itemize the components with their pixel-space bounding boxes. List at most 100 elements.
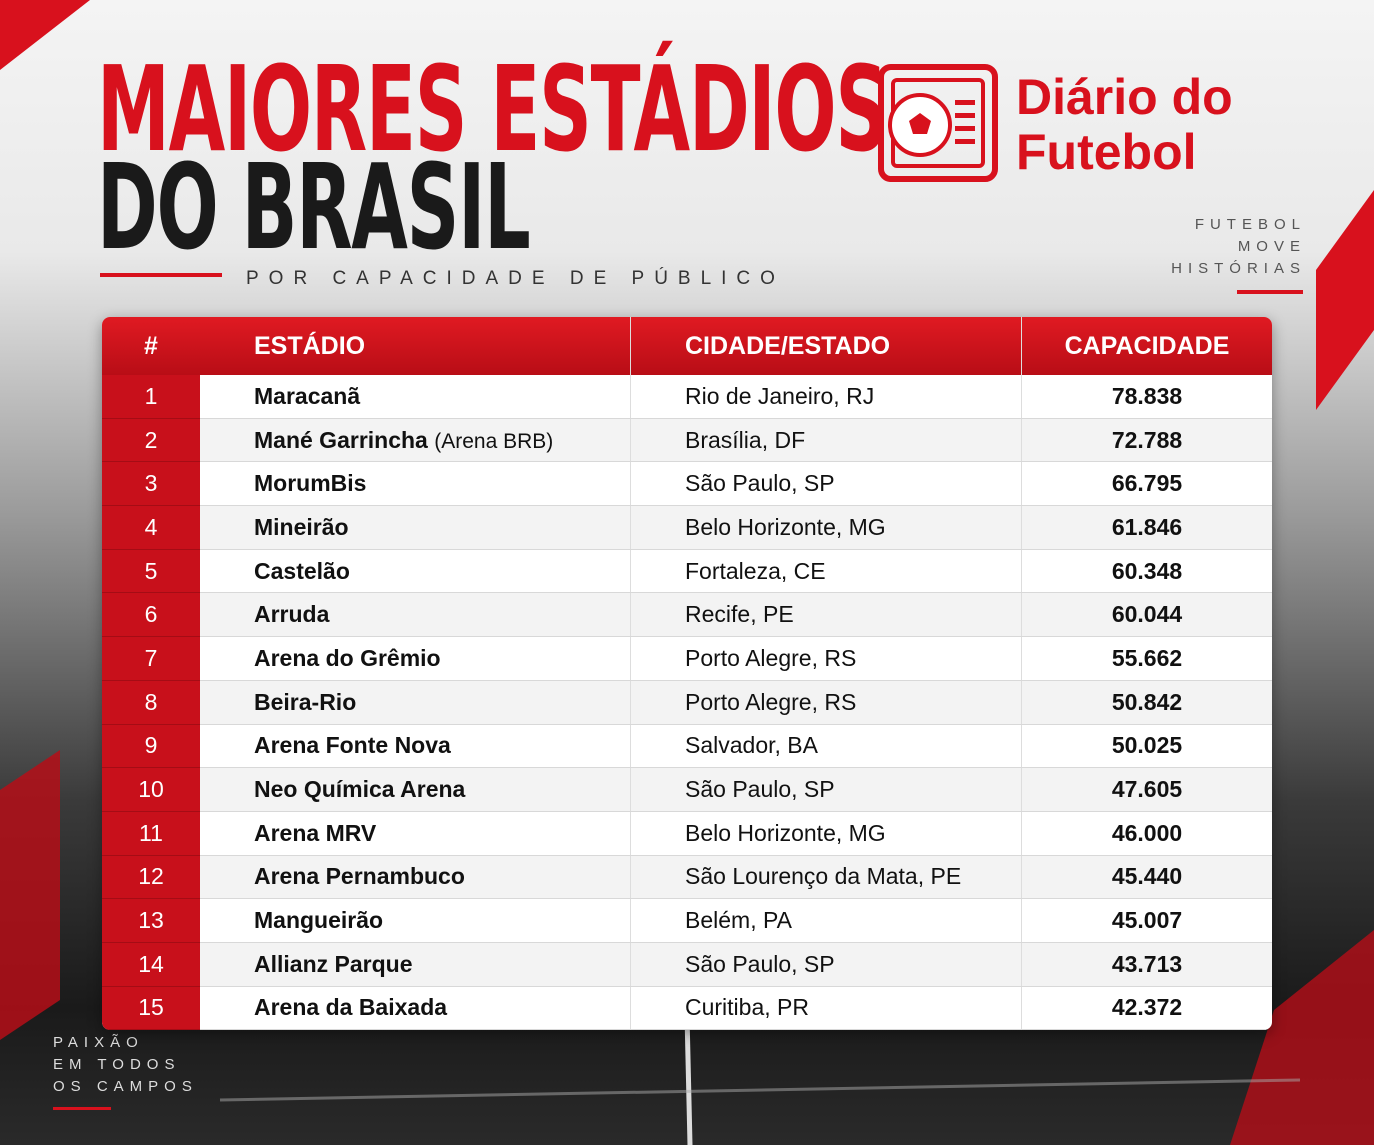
tagline-line: OS CAMPOS (53, 1078, 198, 1095)
stadium-name: Castelão (254, 557, 350, 584)
stadium-cell: Neo Química Arena (200, 767, 631, 812)
subtitle: POR CAPACIDADE DE PÚBLICO (246, 268, 785, 289)
table-row: 14 Allianz Parque São Paulo, SP 43.713 (102, 942, 1272, 987)
pitch-line (684, 1014, 693, 1145)
pitch-line (219, 1078, 1301, 1102)
tagline-line: PAIXÃO (53, 1034, 144, 1051)
stadium-name: Arruda (254, 601, 330, 628)
tagline-line: MOVE (1237, 238, 1306, 255)
stadium-name: MorumBis (254, 470, 367, 497)
table-row: 7 Arena do Grêmio Porto Alegre, RS 55.662 (102, 636, 1272, 681)
tagline: FUTEBOL MOVE HISTÓRIAS (1171, 214, 1306, 280)
city-cell: São Paulo, SP (630, 942, 1022, 987)
logo-text: Diário do Futebol (1016, 70, 1233, 180)
stadium-cell: Mangueirão (200, 898, 631, 943)
stadium-cell: Allianz Parque (200, 942, 631, 987)
stadium-name: Beira-Rio (254, 688, 357, 715)
column-header: CIDADE/ESTADO (630, 317, 1022, 375)
stadium-note: (Arena BRB) (434, 429, 554, 453)
tagline: PAIXÃO EM TODOS OS CAMPOS (53, 1032, 198, 1098)
stadium-name: Arena MRV (254, 819, 377, 846)
city-cell: Salvador, BA (630, 724, 1022, 769)
tagline-line: HISTÓRIAS (1171, 260, 1306, 277)
capacity-cell: 46.000 (1021, 811, 1272, 856)
table-row: 15 Arena da Baixada Curitiba, PR 42.372 (102, 986, 1272, 1031)
capacity-cell: 42.372 (1021, 986, 1272, 1031)
side-accent (1316, 190, 1374, 410)
stadium-cell: Beira-Rio (200, 680, 631, 725)
table-row: 2 Mané Garrincha (Arena BRB) Brasília, DF 7… (102, 418, 1272, 463)
city-cell: Belo Horizonte, MG (630, 505, 1022, 550)
table-row: 13 Mangueirão Belém, PA 45.007 (102, 898, 1272, 943)
city-cell: Curitiba, PR (630, 986, 1022, 1031)
logo-line: Diário do (1016, 69, 1233, 125)
table-row: 3 MorumBis São Paulo, SP 66.795 (102, 461, 1272, 507)
table-row: 5 Castelão Fortaleza, CE 60.348 (102, 549, 1272, 594)
tag-rule (53, 1107, 111, 1110)
table-row: 10 Neo Química Arena São Paulo, SP 47.605 (102, 767, 1272, 812)
capacity-cell: 60.044 (1021, 592, 1272, 638)
tagline-line: EM TODOS (53, 1056, 181, 1073)
capacity-cell: 66.795 (1021, 461, 1272, 507)
city-cell: Belo Horizonte, MG (630, 811, 1022, 856)
tagline-line: FUTEBOL (1194, 216, 1306, 233)
stadium-name: Neo Química Arena (254, 776, 466, 803)
city-cell: Porto Alegre, RS (630, 680, 1022, 725)
corner-accent (0, 0, 90, 70)
header-row: # ESTÁDIO CIDADE/ESTADO CAPACIDADE (102, 317, 1272, 375)
side-accent (1230, 930, 1374, 1145)
table-row: 8 Beira-Rio Porto Alegre, RS 50.842 (102, 680, 1272, 725)
side-accent (0, 750, 60, 1040)
stadium-name: Mangueirão (254, 907, 384, 934)
stadium-cell: Castelão (200, 549, 631, 594)
rank-cell: 5 (102, 549, 200, 594)
rank-cell: 12 (102, 855, 200, 900)
city-cell: São Paulo, SP (630, 767, 1022, 812)
stadium-name: Arena Pernambuco (254, 863, 465, 890)
city-cell: Rio de Janeiro, RJ (630, 375, 1022, 419)
rank-cell: 10 (102, 767, 200, 812)
stadium-cell: MorumBis (200, 461, 631, 507)
stadium-name: Arena Fonte Nova (254, 732, 451, 759)
title: DO BRASIL (97, 138, 531, 276)
capacity-cell: 72.788 (1021, 418, 1272, 463)
stadium-cell: Arena do Grêmio (200, 636, 631, 681)
table-row: 1 Maracanã Rio de Janeiro, RJ 78.838 (102, 375, 1272, 419)
stadium-cell: Mineirão (200, 505, 631, 550)
table-body: 1 Maracanã Rio de Janeiro, RJ 78.838 2 Mané G… (102, 375, 1272, 1031)
title: MAIORES ESTÁDIOS (97, 40, 888, 178)
city-cell: São Lourenço da Mata, PE (630, 855, 1022, 900)
capacity-cell: 60.348 (1021, 549, 1272, 594)
rank-cell: 15 (102, 986, 200, 1031)
capacity-cell: 47.605 (1021, 767, 1272, 812)
capacity-cell: 55.662 (1021, 636, 1272, 681)
stadium-name: Allianz Parque (254, 950, 413, 977)
rank-cell: 1 (102, 375, 200, 419)
table-row: 11 Arena MRV Belo Horizonte, MG 46.000 (102, 811, 1272, 856)
rank-cell: 11 (102, 811, 200, 856)
table-row: 4 Mineirão Belo Horizonte, MG 61.846 (102, 505, 1272, 550)
city-cell: São Paulo, SP (630, 461, 1022, 507)
rank-cell: 9 (102, 724, 200, 769)
table-row: 9 Arena Fonte Nova Salvador, BA 50.025 (102, 724, 1272, 769)
capacity-cell: 50.025 (1021, 724, 1272, 769)
logo-line: Futebol (1016, 124, 1197, 180)
stadium-name: Mané Garrincha (254, 426, 428, 453)
column-header: # (102, 317, 200, 375)
stadium-cell: Arena MRV (200, 811, 631, 856)
stadium-cell: Arena da Baixada (200, 986, 631, 1031)
table: # ESTÁDIO CIDADE/ESTADO CAPACIDADE 1 Maracan… (102, 317, 1272, 1031)
rank-cell: 8 (102, 680, 200, 725)
city-cell: Belém, PA (630, 898, 1022, 943)
city-cell: Recife, PE (630, 592, 1022, 638)
logo-icon (878, 64, 998, 182)
stadium-name: Maracanã (254, 382, 361, 409)
capacity-cell: 61.846 (1021, 505, 1272, 550)
stadium-cell: Arena Pernambuco (200, 855, 631, 900)
stadium-name: Arena do Grêmio (254, 644, 441, 671)
city-cell: Brasília, DF (630, 418, 1022, 463)
stadium-name: Mineirão (254, 513, 349, 540)
tag-rule (1237, 290, 1303, 294)
